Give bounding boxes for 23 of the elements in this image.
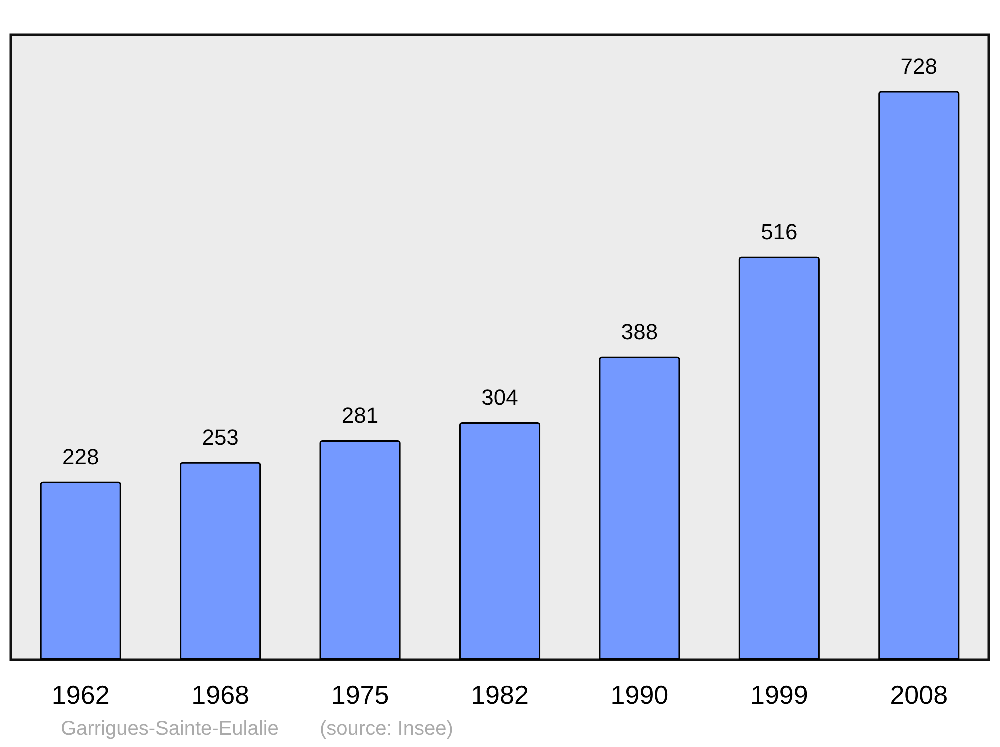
- bar: [459, 422, 541, 660]
- data-label: 304: [482, 385, 518, 410]
- bar: [878, 91, 960, 660]
- text: Garrigues-Sainte-Eulalie: [61, 718, 279, 740]
- data-label: 253: [202, 424, 239, 450]
- data-label: 728: [900, 54, 938, 79]
- data-label: 388: [621, 319, 658, 344]
- x-tick-label: 1999: [750, 680, 808, 710]
- data-label: 516: [761, 219, 798, 244]
- bar: [40, 482, 122, 660]
- x-tick-label: 1962: [52, 680, 110, 710]
- bar: [180, 462, 262, 660]
- data-label: 228: [62, 444, 100, 470]
- x-tick-label: 1982: [471, 680, 529, 710]
- x-tick-label: 2008: [890, 680, 948, 710]
- x-tick-label: 1975: [331, 680, 390, 710]
- bar: [738, 256, 820, 660]
- bar: [599, 356, 680, 660]
- x-tick-label: 1990: [610, 680, 669, 710]
- text: (source: Insee): [320, 718, 454, 740]
- x-tick-label: 1968: [192, 680, 250, 710]
- bar: [320, 440, 401, 660]
- data-label: 281: [342, 402, 379, 428]
